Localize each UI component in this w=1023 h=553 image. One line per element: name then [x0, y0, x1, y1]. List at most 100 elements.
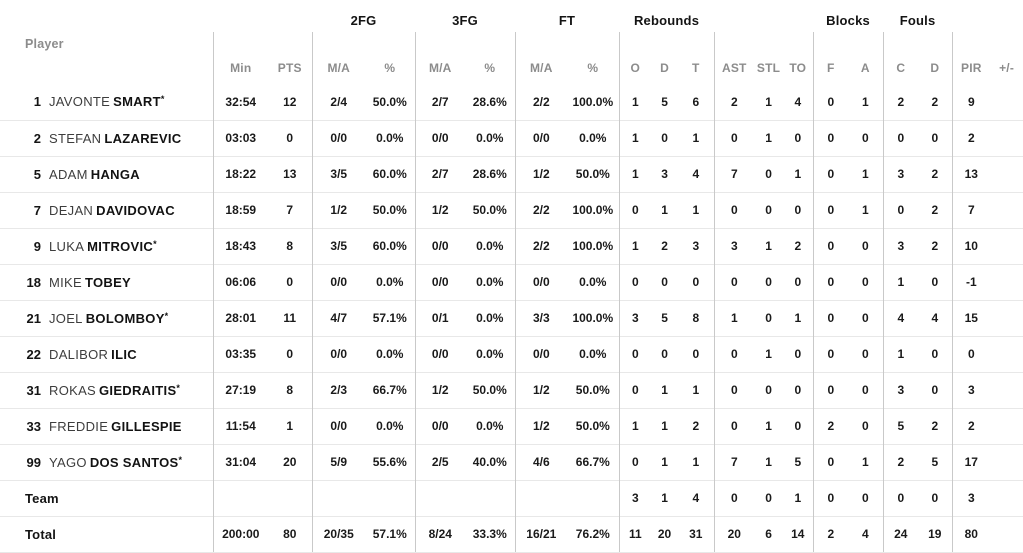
stat-blk-a: 0 — [848, 263, 884, 300]
stat-ast: 3 — [713, 227, 755, 264]
player-cell: 7 DEJAN DAVIDOVAC — [0, 191, 213, 228]
stat-min: 11:54 — [212, 407, 268, 444]
stat-fg2-ma: 1/2 — [311, 191, 365, 228]
stat-fg3-ma: 0/0 — [414, 227, 466, 264]
stat-ft-pct: 50.0% — [567, 371, 620, 408]
player-row: 7 DEJAN DAVIDOVAC 18:59 7 1/2 50.0% 1/2 50.0% 2/2… — [0, 191, 1023, 228]
group-header-blocks: Blocks — [826, 13, 870, 28]
stat-fg3-ma: 2/7 — [414, 155, 466, 192]
stat-blk-f: 0 — [812, 263, 849, 300]
col-header-reb-t: T — [692, 61, 700, 75]
stat-plusminus — [990, 299, 1023, 336]
stat-foul-c: 1 — [882, 263, 919, 300]
group-header-spacer — [0, 4, 312, 32]
stat-reb-o: 11 — [618, 515, 652, 553]
player-last-name: HANGA — [90, 166, 140, 182]
player-first-name: LUKA — [49, 238, 85, 254]
player-first-name: DEJAN — [49, 202, 94, 218]
stat-blk-f: 0 — [812, 299, 849, 336]
stat-fg2-pct: 50.0% — [372, 94, 407, 109]
stat-to: 1 — [783, 299, 814, 336]
stat-fg3-ma: 8/24 — [414, 515, 466, 553]
stat-reb-d: 1 — [651, 371, 679, 408]
col-header-fg2-pct: % — [384, 61, 396, 75]
player-first-name: MIKE — [49, 274, 82, 290]
stat-pts: 8 — [268, 227, 312, 264]
col-header-player: Player — [25, 37, 64, 51]
player-cell: 1 JAVONTE SMART* — [0, 84, 213, 120]
stat-reb-d: 1 — [651, 191, 679, 228]
stat-plusminus — [990, 155, 1023, 192]
player-first-name: YAGO — [49, 454, 87, 470]
stat-stl: 0 — [754, 155, 784, 192]
stat-fg2-ma: 3/5 — [311, 227, 365, 264]
stat-min: 27:19 — [212, 371, 268, 408]
stat-reb-o: 1 — [618, 84, 652, 120]
stat-to: 1 — [783, 155, 814, 192]
stat-to: 0 — [783, 371, 814, 408]
stat-pts: 12 — [283, 94, 297, 109]
player-row: 31 ROKAS GIEDRAITIS* 27:19 8 2/3 66.7% 1/2 50.0%… — [0, 371, 1023, 408]
stat-plusminus — [990, 191, 1023, 228]
stat-blk-f: 0 — [812, 371, 849, 408]
stat-pts: 0 — [268, 263, 312, 300]
stat-ft-ma: 1/2 — [514, 155, 568, 192]
stat-foul-c: 0 — [882, 191, 919, 228]
stat-fg3-pct: 0.0% — [465, 227, 516, 264]
stat-to: 4 — [794, 94, 802, 109]
stat-fg2-ma: 0/0 — [311, 407, 365, 444]
player-number: 99 — [26, 454, 41, 470]
col-header-ast: AST — [713, 32, 755, 84]
stat-group-header-row: 2FG 3FG FT Rebounds Blocks Fouls — [0, 4, 1023, 32]
stat-ft-ma: 0/0 — [514, 119, 568, 156]
stat-blk-a: 1 — [848, 443, 884, 480]
stat-ft-ma: 16/21 — [514, 515, 568, 553]
stat-reb-d: 5 — [661, 94, 668, 109]
stat-fg3-ma — [414, 479, 466, 516]
column-header-row: Player Min PTS M/A% M/A% M/A% O D T AST STL TO F A C D P… — [0, 32, 1023, 84]
stat-foul-c: 2 — [882, 84, 919, 120]
stat-blk-f: 2 — [812, 407, 849, 444]
stat-pir: 2 — [951, 407, 991, 444]
stat-reb-o: 0 — [618, 443, 652, 480]
stat-stl: 1 — [754, 335, 784, 372]
stat-fg2-pct — [365, 479, 416, 516]
player-number: 21 — [26, 310, 41, 326]
stat-ast: 0 — [713, 407, 755, 444]
stat-ft-pct: 100.0% — [567, 227, 620, 264]
stat-pts: 7 — [268, 191, 312, 228]
stat-stl: 1 — [754, 407, 784, 444]
stat-ft-ma: 1/2 — [514, 407, 568, 444]
stat-foul-c: 4 — [882, 299, 919, 336]
player-cell: 33 FREDDIE GILLESPIE — [0, 407, 213, 444]
stat-fg2-pct: 0.0% — [365, 407, 416, 444]
stat-reb-d: 2 — [651, 227, 679, 264]
player-last-name: GILLESPIE — [111, 418, 182, 434]
stat-pir: 80 — [951, 515, 991, 553]
player-number: 5 — [33, 166, 41, 182]
stat-pir: 9 — [951, 84, 991, 120]
stat-plusminus — [990, 407, 1023, 444]
player-first-name: ROKAS — [49, 382, 97, 398]
stat-reb-d: 1 — [651, 407, 679, 444]
stat-fg2-ma: 0/0 — [311, 263, 365, 300]
player-row: 21 JOEL BOLOMBOY* 28:01 11 4/7 57.1% 0/1 0.0% 3/3… — [0, 299, 1023, 336]
stat-reb-o: 1 — [618, 155, 652, 192]
stat-reb-o: 1 — [618, 227, 652, 264]
stat-foul-c: 3 — [882, 155, 919, 192]
stat-reb-o: 0 — [618, 263, 652, 300]
stat-fg2-ma: 3/5 — [311, 155, 365, 192]
player-row: 2 STEFAN LAZAREVIC 03:03 0 0/0 0.0% 0/0 0.0% 0/0 0… — [0, 119, 1023, 156]
stat-fg2-ma: 20/35 — [311, 515, 365, 553]
stat-fg2-ma: 2/4 — [311, 84, 365, 120]
stat-to: 0 — [783, 263, 814, 300]
stat-ast: 7 — [713, 443, 755, 480]
stat-reb-d: 5 — [651, 299, 679, 336]
stat-min: 18:22 — [212, 155, 268, 192]
stat-foul-d: 0 — [918, 371, 953, 408]
stat-pts: 0 — [268, 119, 312, 156]
player-row: 22 DALIBOR ILIC 03:35 0 0/0 0.0% 0/0 0.0% 0/0 0.0%… — [0, 335, 1023, 372]
stat-stl: 0 — [754, 191, 784, 228]
stat-fg3-pct: 28.6% — [472, 94, 507, 109]
